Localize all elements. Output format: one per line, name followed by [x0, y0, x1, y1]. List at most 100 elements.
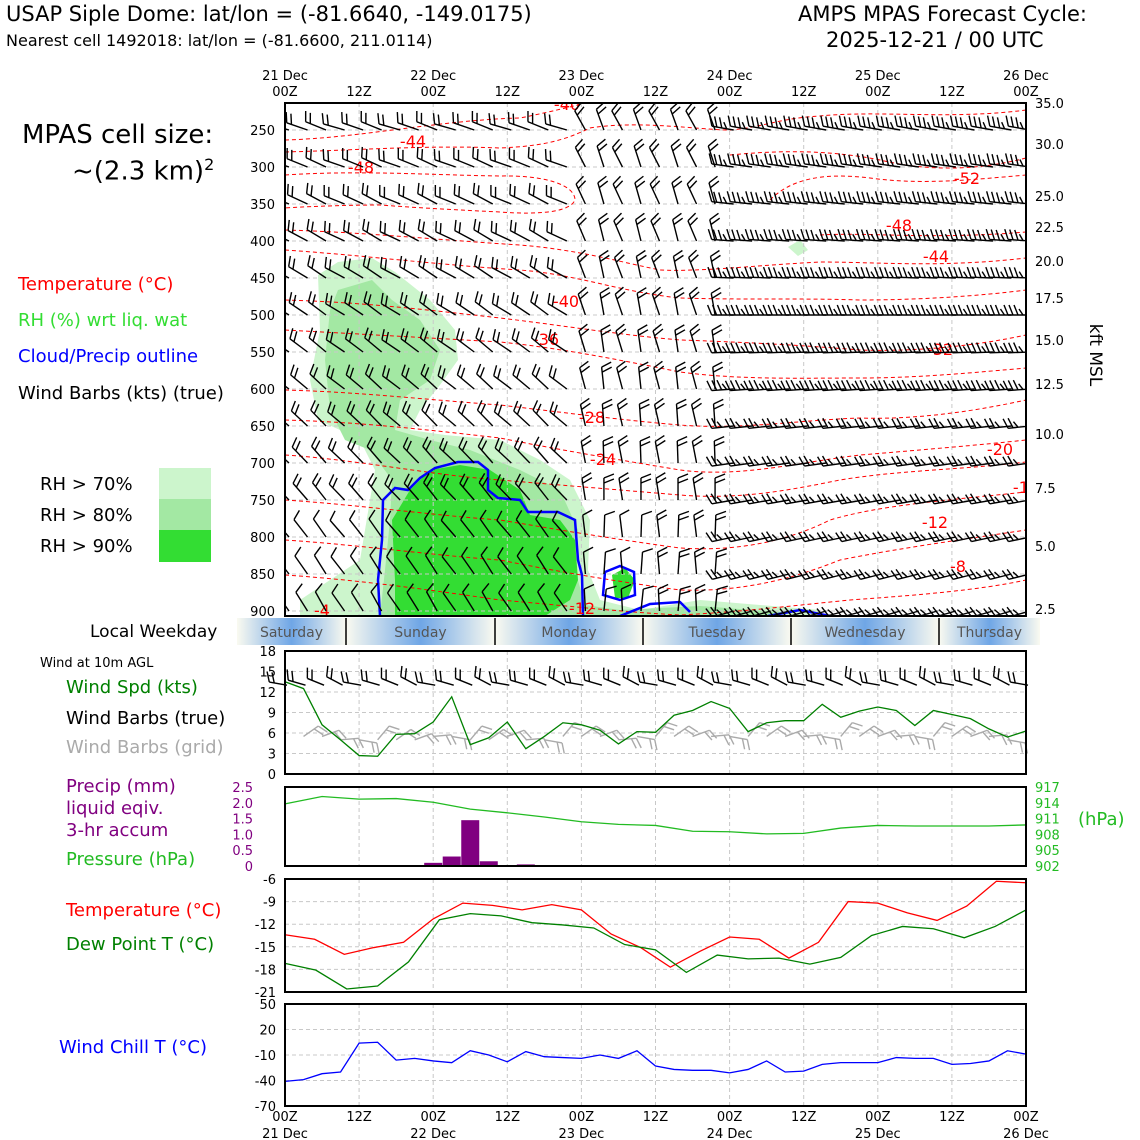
upper-wind-barb-staff [437, 375, 457, 390]
upper-wind-barb-flag [453, 183, 456, 195]
grid-wind-barb-flag [556, 741, 561, 753]
upper-wind-barb-flag [754, 304, 760, 316]
upper-wind-barb-staff [285, 483, 290, 501]
upper-wind-barb-flag [654, 365, 665, 374]
upper-wind-barb-flag [479, 509, 487, 520]
upper-wind-barb [675, 361, 687, 390]
upper-wind-barb-flag [965, 342, 972, 354]
upper-wind-barb-flag [970, 342, 977, 353]
upper-wind-barb-flag [832, 383, 839, 390]
upper-wind-barb-flag [999, 308, 1006, 316]
upper-wind-barb-flag [439, 474, 446, 485]
upper-wind-barb [492, 329, 512, 353]
upper-wind-barb [509, 219, 531, 242]
true-wind-barb-flag [434, 669, 438, 681]
upper-wind-barb-flag [714, 441, 725, 447]
upper-wind-barb-flag [818, 266, 824, 278]
upper-wind-barb-flag [518, 477, 525, 488]
upper-wind-barb [633, 138, 645, 168]
precip-ytick-label: 0.5 [232, 844, 253, 859]
upper-wind-barb-flag [406, 477, 414, 488]
upper-wind-barb [816, 568, 845, 581]
upper-wind-barb-flag [984, 304, 991, 316]
upper-wind-barb-flag [292, 473, 299, 484]
upper-wind-barb [986, 115, 1012, 131]
upper-wind-barb-flag [748, 417, 755, 429]
upper-wind-barb-flag [921, 192, 927, 203]
upper-wind-barb-flag [601, 361, 612, 368]
grid-wind-barb-flag [962, 728, 972, 736]
upper-wind-barb-staff [386, 592, 401, 612]
upper-wind-barb-flag [919, 533, 927, 540]
upper-wind-barb-flag [744, 266, 750, 278]
upper-wind-barb-flag [310, 185, 313, 197]
upper-wind-barb-flag [823, 267, 829, 278]
upper-wind-barb-staff [613, 220, 624, 242]
upper-wind-barb-staff [416, 121, 438, 131]
upper-wind-barb-flag [791, 267, 797, 278]
upper-wind-barb-staff [511, 338, 531, 353]
upper-wind-barb-flag [689, 254, 699, 263]
upper-wind-barb [406, 583, 420, 612]
upper-wind-barb [436, 329, 457, 353]
upper-wind-barb [341, 112, 364, 131]
upper-wind-barb-flag [917, 154, 922, 165]
upper-wind-barb-flag [655, 439, 666, 447]
upper-wind-barb-flag [716, 421, 723, 428]
upper-wind-barb-flag [422, 436, 429, 447]
upper-wind-barb-flag [874, 228, 880, 240]
upper-wind-barb-flag [471, 110, 474, 122]
legend-rh70-label: RH > 70% [40, 474, 133, 495]
true-wind-barb-staff [919, 676, 936, 686]
upper-wind-barb-flag [549, 150, 552, 162]
upper-wind-barb-flag [986, 153, 991, 165]
upper-wind-barb-flag [671, 175, 681, 184]
upper-wind-barb-flag [889, 159, 895, 167]
upper-wind-barb-flag [902, 267, 908, 278]
upper-wind-barb-flag [273, 547, 283, 556]
upper-wind-barb-flag [936, 116, 940, 128]
upper-wind-barb [421, 400, 438, 427]
upper-wind-barb-flag [481, 582, 490, 593]
upper-wind-barb-flag [460, 510, 467, 521]
upper-wind-barb [781, 266, 808, 279]
upper-wind-barb-flag [972, 191, 977, 203]
upper-wind-barb-flag [552, 331, 556, 343]
upper-wind-barb-flag [959, 154, 964, 166]
upper-wind-barb-flag [981, 345, 987, 353]
upper-wind-barb [946, 417, 975, 429]
upper-wind-barb-flag [514, 473, 521, 484]
upper-wind-barb [911, 191, 938, 205]
upper-wind-barb-staff [509, 158, 531, 168]
grid-wind-barb-staff [932, 722, 946, 737]
upper-wind-barb-staff [476, 373, 494, 390]
upper-wind-barb-flag [803, 417, 810, 429]
upper-wind-barb-flag [920, 421, 926, 428]
upper-wind-barb-flag [328, 186, 330, 198]
true-wind-barb-flag [622, 665, 625, 677]
upper-wind-barb-flag [728, 568, 737, 579]
upper-wind-barb-flag [515, 331, 520, 342]
weekday-cell [495, 618, 643, 645]
grid-wind-barb [877, 729, 903, 741]
grid-wind-barb-staff [784, 729, 803, 738]
upper-wind-barb-flag [689, 217, 699, 226]
upper-wind-barb-flag [536, 440, 543, 451]
upper-wind-barb-flag [766, 493, 774, 504]
upper-wind-barb-flag [711, 380, 718, 391]
upper-wind-barb-staff [952, 499, 975, 505]
upper-wind-barb-staff [614, 293, 624, 316]
upper-wind-barb-flag [712, 366, 724, 373]
true-wind-barb-flag [478, 668, 482, 680]
precip-ytick-label: 1.0 [232, 828, 253, 843]
upper-wind-barb-flag [944, 271, 950, 279]
upper-wind-barb [291, 437, 309, 464]
upper-wind-barb-flag [580, 434, 591, 442]
upper-wind-barb [383, 437, 401, 464]
upper-wind-barb-flag [365, 185, 369, 197]
upper-wind-barb-staff [424, 518, 438, 538]
upper-wind-barb-staff [822, 462, 845, 467]
grid-wind-barb-flag [848, 725, 860, 731]
upper-wind-barb-staff [512, 374, 531, 390]
upper-wind-barb [308, 327, 327, 353]
